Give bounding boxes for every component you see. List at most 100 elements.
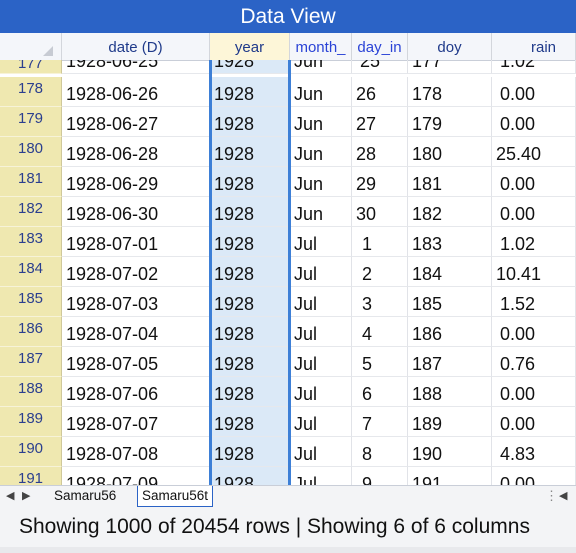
row-number[interactable]: 183 [0, 227, 62, 257]
cell-year[interactable]: 1928 [210, 317, 290, 347]
cell-rain[interactable]: 1.52 [492, 287, 576, 317]
cell-date[interactable]: 1928-07-01 [62, 227, 210, 257]
data-grid[interactable]: 177 1928-06-25 1928 Jun 25 177 1.02 178 … [0, 60, 576, 485]
column-header-month[interactable]: month_ [290, 33, 352, 60]
cell-date[interactable]: 1928-07-03 [62, 287, 210, 317]
cell-doy[interactable]: 190 [408, 437, 492, 467]
cell-date[interactable]: 1928-07-05 [62, 347, 210, 377]
cell-rain[interactable]: 1.02 [492, 227, 576, 257]
cell-day[interactable]: 27 [352, 107, 408, 137]
cell-doy[interactable]: 191 [408, 467, 492, 485]
table-row[interactable]: 182 1928-06-30 1928 Jun 30 182 0.00 [0, 197, 576, 227]
scroll-left-icon[interactable]: ◀ [559, 490, 568, 502]
cell-rain[interactable]: 0.00 [492, 197, 576, 227]
cell-doy[interactable]: 184 [408, 257, 492, 287]
cell-doy[interactable]: 189 [408, 407, 492, 437]
row-number[interactable]: 182 [0, 197, 62, 227]
cell-date[interactable]: 1928-06-28 [62, 137, 210, 167]
cell-rain[interactable]: 25.40 [492, 137, 576, 167]
next-sheet-icon[interactable]: ▶ [22, 490, 31, 502]
row-number[interactable]: 181 [0, 167, 62, 197]
table-row[interactable]: 191 1928-07-09 1928 Jul 9 191 0.00 [0, 467, 576, 485]
row-number[interactable]: 191 [0, 467, 62, 485]
column-header-rain[interactable]: rain [492, 33, 576, 60]
cell-rain[interactable]: 0.00 [492, 467, 576, 485]
cell-year[interactable]: 1928 [210, 287, 290, 317]
row-number[interactable]: 180 [0, 137, 62, 167]
cell-day[interactable]: 6 [352, 377, 408, 407]
cell-date[interactable]: 1928-07-09 [62, 467, 210, 485]
column-header-doy[interactable]: doy [408, 33, 492, 60]
cell-day[interactable]: 26 [352, 77, 408, 107]
cell-day[interactable]: 8 [352, 437, 408, 467]
row-number[interactable]: 178 [0, 77, 62, 107]
cell-day[interactable]: 1 [352, 227, 408, 257]
row-number[interactable]: 188 [0, 377, 62, 407]
cell-month[interactable]: Jul [290, 437, 352, 467]
cell-day[interactable]: 4 [352, 317, 408, 347]
cell-doy[interactable]: 177 [408, 60, 492, 74]
row-number[interactable]: 187 [0, 347, 62, 377]
cell-rain[interactable]: 10.41 [492, 257, 576, 287]
cell-date[interactable]: 1928-06-30 [62, 197, 210, 227]
table-row[interactable]: 177 1928-06-25 1928 Jun 25 177 1.02 [0, 60, 576, 74]
cell-rain[interactable]: 0.00 [492, 167, 576, 197]
cell-doy[interactable]: 179 [408, 107, 492, 137]
cell-month[interactable]: Jul [290, 377, 352, 407]
more-options-icon[interactable]: ⋮ [545, 488, 558, 503]
cell-doy[interactable]: 188 [408, 377, 492, 407]
cell-rain[interactable]: 0.00 [492, 407, 576, 437]
cell-month[interactable]: Jun [290, 77, 352, 107]
table-row[interactable]: 179 1928-06-27 1928 Jun 27 179 0.00 [0, 107, 576, 137]
cell-date[interactable]: 1928-07-08 [62, 437, 210, 467]
cell-doy[interactable]: 186 [408, 317, 492, 347]
column-header-year[interactable]: year [210, 33, 290, 60]
cell-date[interactable]: 1928-06-27 [62, 107, 210, 137]
cell-doy[interactable]: 185 [408, 287, 492, 317]
row-number[interactable]: 190 [0, 437, 62, 467]
cell-year[interactable]: 1928 [210, 107, 290, 137]
cell-rain[interactable]: 0.00 [492, 107, 576, 137]
cell-year[interactable]: 1928 [210, 227, 290, 257]
row-number[interactable]: 185 [0, 287, 62, 317]
cell-month[interactable]: Jun [290, 107, 352, 137]
cell-day[interactable]: 2 [352, 257, 408, 287]
previous-sheet-icon[interactable]: ◀ [6, 490, 15, 502]
cell-month[interactable]: Jul [290, 467, 352, 485]
sheet-tab-samaru56t[interactable]: Samaru56t [137, 486, 214, 507]
cell-doy[interactable]: 180 [408, 137, 492, 167]
table-row[interactable]: 186 1928-07-04 1928 Jul 4 186 0.00 [0, 317, 576, 347]
table-row[interactable]: 183 1928-07-01 1928 Jul 1 183 1.02 [0, 227, 576, 257]
cell-day[interactable]: 30 [352, 197, 408, 227]
table-row[interactable]: 180 1928-06-28 1928 Jun 28 180 25.40 [0, 137, 576, 167]
table-row[interactable]: 178 1928-06-26 1928 Jun 26 178 0.00 [0, 77, 576, 107]
cell-year[interactable]: 1928 [210, 77, 290, 107]
cell-year[interactable]: 1928 [210, 137, 290, 167]
cell-day[interactable]: 7 [352, 407, 408, 437]
cell-year[interactable]: 1928 [210, 437, 290, 467]
cell-doy[interactable]: 183 [408, 227, 492, 257]
cell-year[interactable]: 1928 [210, 257, 290, 287]
cell-day[interactable]: 29 [352, 167, 408, 197]
cell-date[interactable]: 1928-06-29 [62, 167, 210, 197]
cell-year[interactable]: 1928 [210, 197, 290, 227]
cell-month[interactable]: Jul [290, 347, 352, 377]
cell-doy[interactable]: 187 [408, 347, 492, 377]
cell-month[interactable]: Jul [290, 317, 352, 347]
cell-month[interactable]: Jul [290, 257, 352, 287]
cell-date[interactable]: 1928-07-02 [62, 257, 210, 287]
sheet-tab-samaru56[interactable]: Samaru56 [54, 488, 117, 503]
cell-date[interactable]: 1928-06-26 [62, 77, 210, 107]
row-number[interactable]: 189 [0, 407, 62, 437]
cell-month[interactable]: Jun [290, 167, 352, 197]
cell-month[interactable]: Jul [290, 287, 352, 317]
row-number[interactable]: 184 [0, 257, 62, 287]
cell-day[interactable]: 9 [352, 467, 408, 485]
cell-rain[interactable]: 0.00 [492, 317, 576, 347]
cell-year[interactable]: 1928 [210, 60, 290, 74]
table-row[interactable]: 184 1928-07-02 1928 Jul 2 184 10.41 [0, 257, 576, 287]
cell-month[interactable]: Jun [290, 137, 352, 167]
cell-doy[interactable]: 182 [408, 197, 492, 227]
cell-day[interactable]: 5 [352, 347, 408, 377]
cell-rain[interactable]: 4.83 [492, 437, 576, 467]
